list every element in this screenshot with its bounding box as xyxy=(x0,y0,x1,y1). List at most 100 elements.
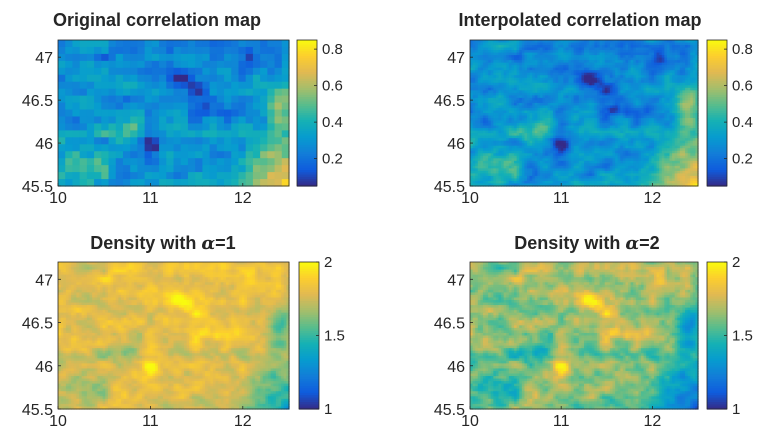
heatmap-cell xyxy=(152,89,160,97)
heatmap-cell xyxy=(253,40,261,48)
heatmap-cell xyxy=(101,151,109,159)
heatmap-cell xyxy=(72,61,80,69)
heatmap-cell xyxy=(159,144,167,152)
heatmap-cell xyxy=(137,110,145,118)
heatmap-cell xyxy=(58,130,66,138)
heatmap-cell xyxy=(253,158,261,166)
heatmap-cell xyxy=(174,110,182,118)
heatmap-cell xyxy=(282,40,290,48)
heatmap-cell xyxy=(282,47,290,55)
heatmap-cell xyxy=(267,123,275,131)
heatmap-cell xyxy=(282,61,290,69)
heatmap-cell xyxy=(246,75,254,83)
heatmap-cell xyxy=(109,61,117,69)
heatmap-cell xyxy=(101,130,109,138)
heatmap-cell xyxy=(282,151,290,159)
heatmap-cell xyxy=(72,172,80,180)
heatmap-cell xyxy=(80,61,88,69)
heatmap-cell xyxy=(174,82,182,90)
heatmap-cells xyxy=(470,40,699,187)
heatmap-cell xyxy=(87,116,95,124)
heatmap-cell xyxy=(260,172,268,180)
heatmap-cell xyxy=(123,75,131,83)
heatmap-cell xyxy=(101,54,109,62)
heatmap-cell xyxy=(202,68,210,76)
heatmap-cell xyxy=(65,61,73,69)
heatmap-cell xyxy=(166,82,174,90)
heatmap-cell xyxy=(224,89,232,97)
heatmap-cell xyxy=(145,82,153,90)
y-tick-label: 47 xyxy=(35,50,53,67)
heatmap-cell xyxy=(65,130,73,138)
heatmap-cell xyxy=(123,165,131,173)
heatmap-cell xyxy=(210,172,218,180)
colorbar-tick-label: 0.4 xyxy=(322,114,343,131)
heatmap-cell xyxy=(260,110,268,118)
heatmap-cell xyxy=(94,130,102,138)
heatmap-cell xyxy=(282,82,290,90)
heatmap-cell xyxy=(282,96,290,104)
heatmap-cell xyxy=(267,179,275,187)
chart-title: Original correlation map xyxy=(53,10,261,30)
heatmap-cell xyxy=(123,89,131,97)
heatmap-cell xyxy=(253,172,261,180)
heatmap-cell xyxy=(202,96,210,104)
heatmap-cell xyxy=(101,40,109,48)
heatmap-cell xyxy=(87,123,95,131)
heatmap-cell xyxy=(58,89,66,97)
heatmap-cell xyxy=(72,96,80,104)
heatmap-cell xyxy=(217,172,225,180)
heatmap-cell xyxy=(224,116,232,124)
heatmap-cell xyxy=(145,61,153,69)
heatmap-cell xyxy=(145,165,153,173)
heatmap-cell xyxy=(282,110,290,118)
heatmap-cell xyxy=(174,54,182,62)
heatmap-cell xyxy=(145,110,153,118)
heatmap-cell xyxy=(217,158,225,166)
heatmap-cell xyxy=(275,158,283,166)
heatmap-cell xyxy=(72,110,80,118)
heatmap-cell xyxy=(210,47,218,55)
heatmap-cell xyxy=(123,179,131,187)
heatmap-cell xyxy=(80,96,88,104)
heatmap-cell xyxy=(253,68,261,76)
heatmap-cell xyxy=(174,144,182,152)
heatmap-cell xyxy=(123,47,131,55)
heatmap-cell xyxy=(109,68,117,76)
heatmap-cell xyxy=(109,158,117,166)
heatmap-cell xyxy=(181,151,189,159)
heatmap-cell xyxy=(159,75,167,83)
heatmap-cell xyxy=(87,103,95,111)
heatmap-cell xyxy=(282,158,290,166)
heatmap-cell xyxy=(238,110,246,118)
heatmap-cell xyxy=(101,82,109,90)
heatmap-cell xyxy=(174,165,182,173)
heatmap-cell xyxy=(267,137,275,145)
heatmap-cell xyxy=(152,172,160,180)
heatmap-cell xyxy=(123,54,131,62)
heatmap-cell xyxy=(94,47,102,55)
heatmap-cell xyxy=(282,137,290,145)
heatmap-cell xyxy=(94,75,102,83)
heatmap-cell xyxy=(130,172,138,180)
y-tick-label: 46.5 xyxy=(22,93,53,110)
heatmap-cell xyxy=(87,47,95,55)
colorbar: 0.20.40.60.8 xyxy=(297,40,343,187)
heatmap-cell xyxy=(267,47,275,55)
heatmap-cell xyxy=(166,144,174,152)
heatmap-cell xyxy=(210,103,218,111)
heatmap-cell xyxy=(195,130,203,138)
heatmap-cell xyxy=(65,179,73,187)
heatmap-cell xyxy=(109,123,117,131)
heatmap-cell xyxy=(231,82,239,90)
heatmap-cell xyxy=(260,75,268,83)
heatmap-cell xyxy=(253,47,261,55)
heatmap-cell xyxy=(137,137,145,145)
heatmap-cell xyxy=(181,40,189,48)
heatmap-cell xyxy=(58,116,66,124)
heatmap-cell xyxy=(87,40,95,48)
heatmap-cell xyxy=(94,54,102,62)
